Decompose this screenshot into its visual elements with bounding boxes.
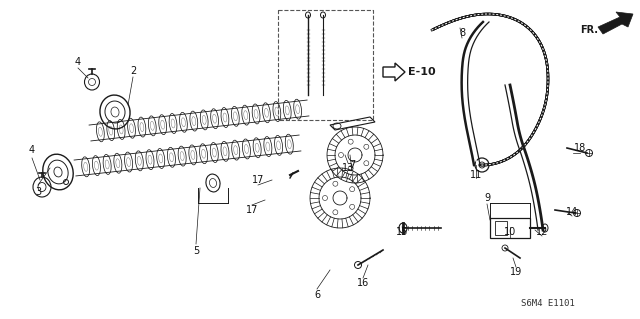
Text: 7: 7	[349, 160, 355, 170]
Text: 17: 17	[246, 205, 258, 215]
Text: 10: 10	[504, 227, 516, 237]
Text: 13: 13	[342, 163, 354, 173]
Text: S6M4 E1101: S6M4 E1101	[521, 299, 575, 308]
Text: 4: 4	[29, 145, 35, 155]
Text: 5: 5	[193, 246, 199, 256]
Text: 2: 2	[130, 66, 136, 76]
Text: E-10: E-10	[408, 67, 436, 77]
Text: 16: 16	[357, 278, 369, 288]
Text: 15: 15	[396, 227, 408, 237]
Text: 19: 19	[510, 267, 522, 277]
Text: 12: 12	[536, 227, 548, 237]
Text: 3: 3	[35, 187, 41, 197]
Text: 4: 4	[75, 57, 81, 67]
Text: FR.: FR.	[580, 25, 598, 35]
Text: 14: 14	[566, 207, 578, 217]
Text: 8: 8	[459, 28, 465, 38]
Text: 17: 17	[252, 175, 264, 185]
Polygon shape	[598, 12, 633, 34]
Bar	[490, 218, 530, 238]
Bar	[278, 10, 373, 120]
Text: 6: 6	[314, 290, 320, 300]
Text: 18: 18	[574, 143, 586, 153]
Bar	[495, 221, 507, 235]
Text: 11: 11	[470, 170, 482, 180]
Text: 9: 9	[484, 193, 490, 203]
